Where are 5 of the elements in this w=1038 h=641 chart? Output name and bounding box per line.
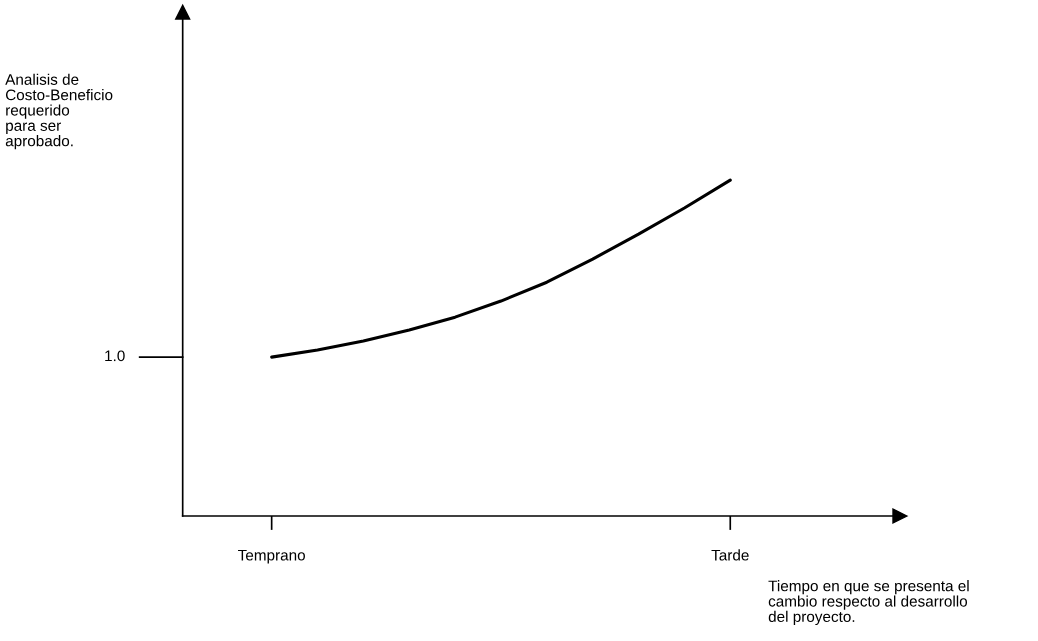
- x-tick-label: Temprano: [238, 549, 305, 564]
- text: 1.0: [105, 350, 125, 362]
- x-axis-title: Tiempo en que se presenta el cambio respecto al desarrollo del proyecto.: [768, 580, 969, 626]
- text: Analisis de Costo-Beneficio requerido para ser aprobado.: [5, 73, 113, 150]
- x-tick-label: Tarde: [711, 549, 749, 561]
